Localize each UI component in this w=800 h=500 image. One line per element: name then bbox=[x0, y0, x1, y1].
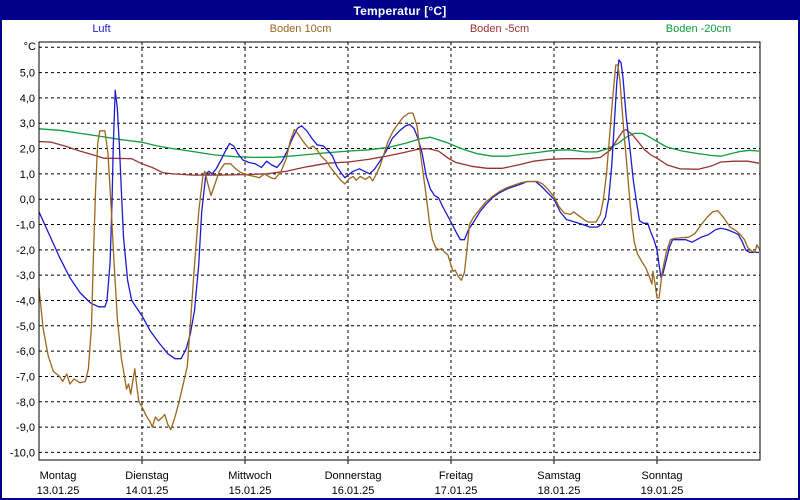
x-day-label: Donnerstag bbox=[325, 470, 382, 482]
y-axis-unit-label: °C bbox=[24, 41, 36, 53]
x-day-label: Montag bbox=[40, 470, 77, 482]
y-tick-label: 5,0 bbox=[20, 68, 35, 80]
legend: Luft Boden 10cm Boden -5cm Boden -20cm bbox=[2, 23, 798, 39]
legend-item-boden10: Boden 10cm bbox=[269, 23, 332, 35]
x-day-label: Dienstag bbox=[125, 470, 168, 482]
y-tick-label: -9,0 bbox=[16, 422, 35, 434]
window-title: Temperatur [°C] bbox=[353, 4, 447, 18]
y-tick-label: -8,0 bbox=[16, 397, 35, 409]
y-tick-label: -5,0 bbox=[16, 321, 35, 333]
x-date-label: 16.01.25 bbox=[332, 485, 375, 497]
y-tick-label: -7,0 bbox=[16, 371, 35, 383]
y-tick-label: -4,0 bbox=[16, 295, 35, 307]
x-date-label: 19.01.25 bbox=[641, 485, 684, 497]
x-day-label: Samstag bbox=[537, 470, 580, 482]
y-tick-label: 1,0 bbox=[20, 169, 35, 181]
y-tick-label: -10,0 bbox=[10, 447, 35, 459]
legend-item-luft: Luft bbox=[92, 23, 111, 35]
y-tick-label: -2,0 bbox=[16, 245, 35, 257]
y-tick-label: 0,0 bbox=[20, 194, 35, 206]
series-line-boden-5cm bbox=[38, 128, 760, 176]
x-day-label: Mittwoch bbox=[228, 470, 271, 482]
plot-frame bbox=[38, 41, 761, 461]
x-date-label: 14.01.25 bbox=[126, 485, 169, 497]
legend-item-boden-5: Boden -5cm bbox=[469, 23, 530, 35]
x-date-label: 17.01.25 bbox=[435, 485, 478, 497]
x-day-label: Freitag bbox=[439, 470, 473, 482]
x-date-label: 15.01.25 bbox=[229, 485, 272, 497]
x-day-label: Sonntag bbox=[642, 470, 683, 482]
x-date-label: 13.01.25 bbox=[37, 485, 80, 497]
legend-item-boden-20: Boden -20cm bbox=[665, 23, 732, 35]
x-date-label: 18.01.25 bbox=[538, 485, 581, 497]
y-tick-label: -1,0 bbox=[16, 220, 35, 232]
y-tick-label: -6,0 bbox=[16, 346, 35, 358]
series-line-luft bbox=[38, 59, 759, 360]
y-tick-label: 4,0 bbox=[20, 93, 35, 105]
y-tick-label: 2,0 bbox=[20, 144, 35, 156]
y-tick-label: 3,0 bbox=[20, 118, 35, 130]
series-line-boden-10cm bbox=[38, 64, 760, 431]
y-tick-label: -3,0 bbox=[16, 270, 35, 282]
title-bar: Temperatur [°C] bbox=[2, 2, 798, 20]
series-line-boden-20cm bbox=[38, 128, 760, 159]
